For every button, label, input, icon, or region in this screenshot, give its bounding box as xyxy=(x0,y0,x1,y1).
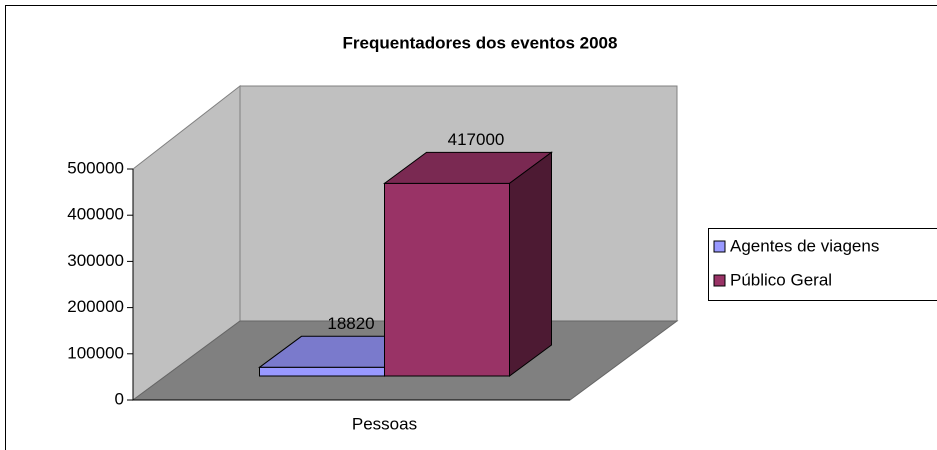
bar-front xyxy=(259,366,385,377)
y-tick-label: 300000 xyxy=(67,251,124,270)
bar-side xyxy=(509,151,552,377)
y-tick-label: 500000 xyxy=(67,158,124,177)
data-label: 417000 xyxy=(448,130,505,149)
bar-front xyxy=(384,182,510,377)
legend-marker xyxy=(713,240,726,253)
chart-title: Frequentadores dos eventos 2008 xyxy=(343,33,618,52)
legend-label: Agentes de viagens xyxy=(730,236,879,255)
x-tick-label: Pessoas xyxy=(352,414,417,433)
y-tick-label: 400000 xyxy=(67,205,124,224)
legend-label: Público Geral xyxy=(730,270,832,289)
y-tick-label: 0 xyxy=(115,389,124,408)
y-tick-label: 200000 xyxy=(67,297,124,316)
data-label: 18820 xyxy=(327,314,374,333)
legend xyxy=(708,228,937,301)
legend-marker xyxy=(713,274,726,287)
y-tick-label: 100000 xyxy=(67,343,124,362)
